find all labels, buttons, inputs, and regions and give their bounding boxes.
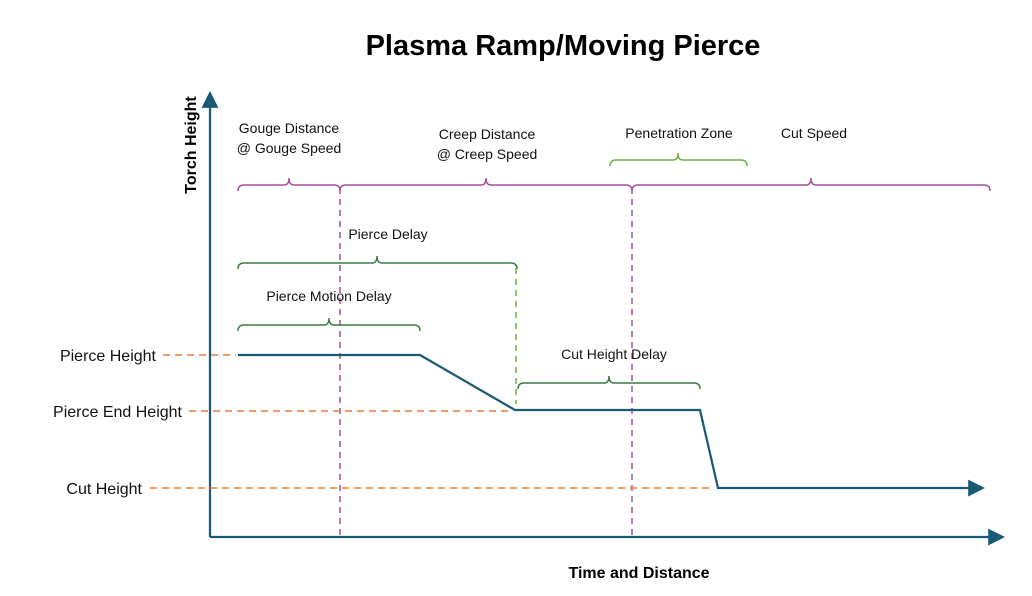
cut-speed-brace [631, 177, 991, 192]
cut-height-delay-brace [517, 375, 701, 390]
pierce-motion-delay-brace [237, 317, 421, 332]
gouge-distance-label-line1: Gouge Distance [239, 120, 340, 136]
creep-distance-brace [339, 177, 633, 192]
creep-distance-label-line2: @ Creep Speed [437, 146, 538, 162]
cut-height-label: Cut Height [66, 481, 142, 498]
pierce-height-label: Pierce Height [60, 348, 157, 365]
y-axis-label: Torch Height [183, 96, 200, 194]
torch-height-profile [238, 353, 986, 497]
creep-distance-label-line1: Creep Distance [439, 126, 536, 142]
diagram-title: Plasma Ramp/Moving Pierce [366, 30, 761, 62]
pierce-motion-delay-label: Pierce Motion Delay [266, 288, 391, 304]
penetration-zone-label: Penetration Zone [625, 125, 733, 141]
gouge-distance-label-line2: @ Gouge Speed [237, 140, 342, 156]
pierce-delay-brace [237, 255, 518, 270]
gouge-distance-brace [237, 177, 341, 192]
pierce-end-height-label: Pierce End Height [53, 404, 183, 421]
cut-height-delay-label: Cut Height Delay [561, 346, 667, 362]
pierce-delay-label: Pierce Delay [348, 226, 427, 242]
cut-speed-label: Cut Speed [781, 125, 847, 141]
penetration-zone-brace [609, 152, 748, 167]
x-axis-label: Time and Distance [568, 565, 709, 582]
